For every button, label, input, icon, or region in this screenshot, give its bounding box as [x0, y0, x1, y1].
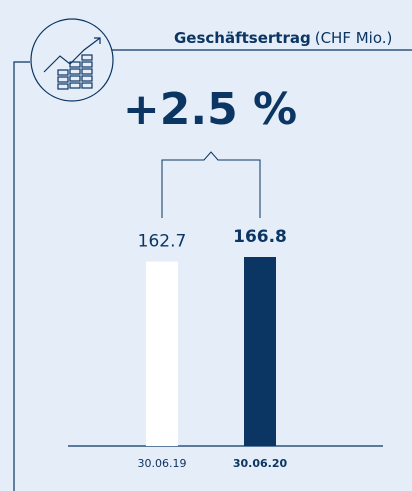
x-tick-label: 30.06.20: [233, 457, 288, 470]
x-tick-label: 30.06.19: [138, 457, 187, 470]
annotation: +2.5 %: [123, 84, 297, 135]
bar: [244, 257, 276, 446]
chart-subtitle: (CHF Mio.): [315, 29, 393, 47]
value-label: 166.8: [233, 227, 287, 247]
chart-title: Geschäftsertrag: [174, 29, 311, 47]
icon: [30, 18, 114, 102]
value-label: 162.7: [138, 232, 187, 252]
frame: [13, 61, 30, 491]
bar: [146, 261, 178, 446]
chart-title-group: Geschäftsertrag (CHF Mio.): [174, 29, 392, 47]
bracket: [161, 151, 261, 218]
